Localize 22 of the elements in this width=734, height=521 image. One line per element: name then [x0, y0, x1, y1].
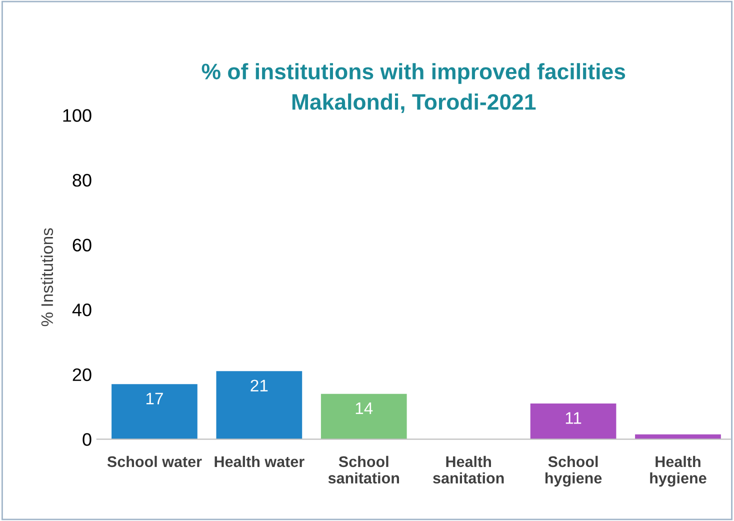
data-label: 14: [356, 402, 373, 414]
y-tick-label: 80: [72, 174, 92, 187]
data-label: 11: [566, 412, 582, 424]
x-tick-label: School sanitation: [328, 456, 400, 484]
y-tick-label: 60: [72, 238, 92, 252]
y-tick-label: 100: [63, 109, 92, 122]
x-tick-label: Health hygiene: [650, 456, 706, 487]
data-label: 17: [146, 392, 163, 404]
bar: [112, 384, 198, 440]
bar: [530, 404, 616, 440]
x-tick-label: School water: [107, 456, 202, 468]
data-label: 21: [250, 380, 268, 392]
y-axis-title: % Institutions: [40, 228, 54, 326]
x-tick-label: School hygiene: [545, 456, 602, 487]
bar: [216, 371, 302, 440]
bar: [320, 394, 407, 440]
x-tick-label: Health water: [214, 456, 304, 468]
chart-title: % of institutions with improved facilities Makalondi, Torodi-2021: [202, 63, 626, 114]
y-tick-label: 0: [82, 433, 92, 446]
x-tick-label: Health sanitation: [433, 456, 504, 484]
y-tick-label: 20: [72, 368, 92, 382]
y-tick-label: 40: [72, 304, 92, 316]
